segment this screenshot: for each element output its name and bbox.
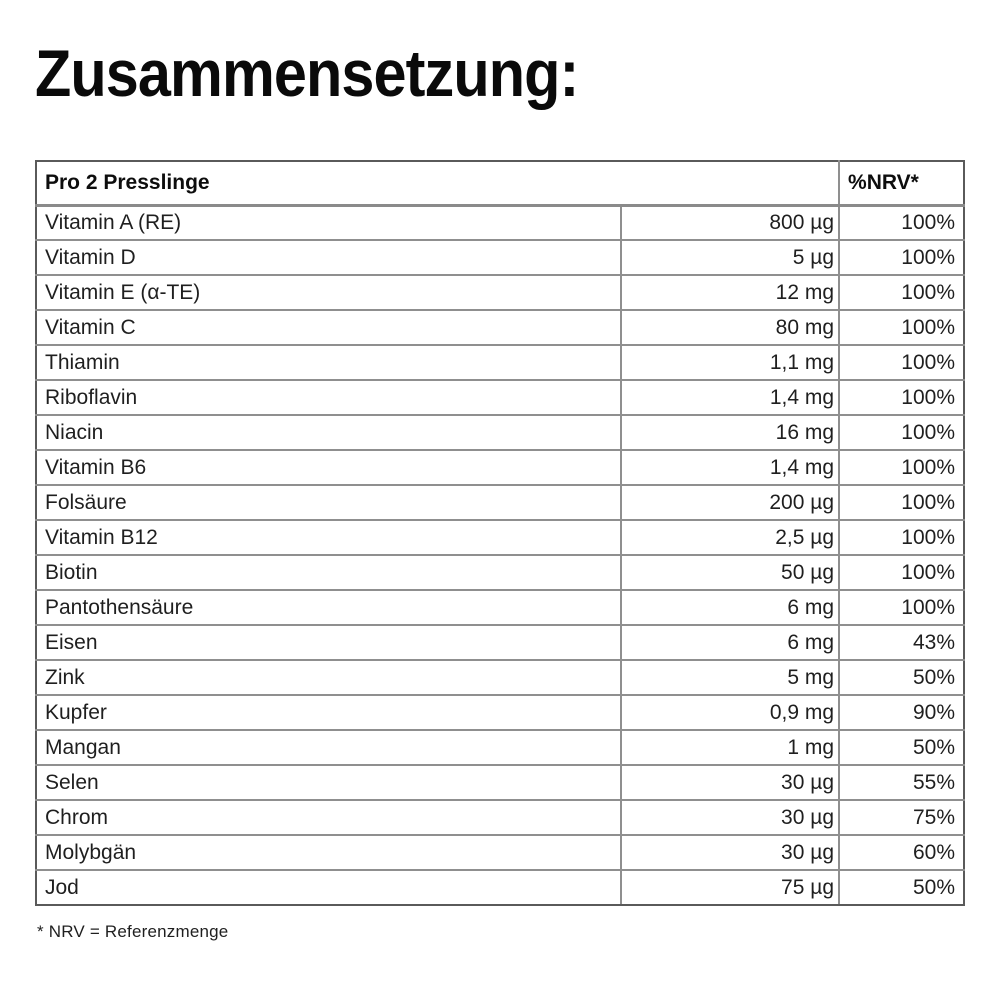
nutrient-amount: 1,1 mg xyxy=(619,344,841,381)
nutrient-amount: 12 mg xyxy=(619,274,841,311)
nutrient-amount: 5 mg xyxy=(619,659,841,696)
table-row: Chrom 30 µg 75% xyxy=(35,799,966,836)
nutrient-name: Vitamin B6 xyxy=(35,449,622,486)
nutrient-amount: 75 µg xyxy=(619,869,841,906)
nutrient-nrv: 50% xyxy=(838,729,966,766)
nutrient-nrv: 100% xyxy=(838,204,966,241)
table-row: Eisen 6 mg 43% xyxy=(35,624,966,661)
table-header-product: Pro 2 Presslinge xyxy=(34,160,841,207)
nutrient-nrv: 100% xyxy=(838,274,966,311)
table-body: Vitamin A (RE) 800 µg 100% Vitamin D 5 µ… xyxy=(35,204,966,906)
nutrient-nrv: 100% xyxy=(838,414,966,451)
nutrient-name: Chrom xyxy=(35,799,622,836)
nutrient-name: Vitamin A (RE) xyxy=(35,204,622,241)
table-row: Kupfer 0,9 mg 90% xyxy=(35,694,966,731)
nutrient-amount: 6 mg xyxy=(619,589,841,626)
page-title: Zusammensetzung: xyxy=(35,36,579,110)
nutrient-nrv: 50% xyxy=(838,869,966,906)
nutrient-amount: 50 µg xyxy=(619,554,841,591)
nutrient-name: Riboflavin xyxy=(35,379,622,416)
table-row: Vitamin E (α-TE) 12 mg 100% xyxy=(35,274,966,311)
nutrient-amount: 2,5 µg xyxy=(619,519,841,556)
composition-table: Pro 2 Presslinge %NRV* Vitamin A (RE) 80… xyxy=(34,160,966,906)
table-row: Biotin 50 µg 100% xyxy=(35,554,966,591)
nutrient-nrv: 100% xyxy=(838,554,966,591)
nutrient-nrv: 100% xyxy=(838,379,966,416)
nutrient-nrv: 100% xyxy=(838,344,966,381)
table-row: Vitamin D 5 µg 100% xyxy=(35,239,966,276)
nutrient-name: Vitamin D xyxy=(35,239,622,276)
nutrient-nrv: 100% xyxy=(838,449,966,486)
table-row: Vitamin A (RE) 800 µg 100% xyxy=(35,204,966,241)
nutrient-name: Biotin xyxy=(35,554,622,591)
nutrient-amount: 200 µg xyxy=(619,484,841,521)
nutrient-amount: 30 µg xyxy=(619,834,841,871)
nutrient-nrv: 100% xyxy=(838,239,966,276)
nutrient-amount: 6 mg xyxy=(619,624,841,661)
nutrient-name: Kupfer xyxy=(35,694,622,731)
table-row: Selen 30 µg 55% xyxy=(35,764,966,801)
nutrient-name: Mangan xyxy=(35,729,622,766)
nutrient-amount: 800 µg xyxy=(619,204,841,241)
nutrient-name: Pantothensäure xyxy=(35,589,622,626)
nutrient-name: Folsäure xyxy=(35,484,622,521)
nutrient-name: Niacin xyxy=(35,414,622,451)
nutrient-amount: 1,4 mg xyxy=(619,379,841,416)
nutrient-amount: 30 µg xyxy=(619,799,841,836)
nutrient-amount: 80 mg xyxy=(619,309,841,346)
table-row: Molybgän 30 µg 60% xyxy=(35,834,966,871)
nutrient-amount: 1 mg xyxy=(619,729,841,766)
nutrient-nrv: 55% xyxy=(838,764,966,801)
nutrient-nrv: 90% xyxy=(838,694,966,731)
table-row: Vitamin B12 2,5 µg 100% xyxy=(35,519,966,556)
nutrient-name: Vitamin E (α-TE) xyxy=(35,274,622,311)
table-row: Vitamin B6 1,4 mg 100% xyxy=(35,449,966,486)
nutrient-amount: 1,4 mg xyxy=(619,449,841,486)
nutrient-amount: 5 µg xyxy=(619,239,841,276)
nutrient-name: Zink xyxy=(35,659,622,696)
table-header-nrv: %NRV* xyxy=(838,160,966,207)
nutrient-name: Molybgän xyxy=(35,834,622,871)
table-row: Niacin 16 mg 100% xyxy=(35,414,966,451)
nutrient-name: Selen xyxy=(35,764,622,801)
table-row: Mangan 1 mg 50% xyxy=(35,729,966,766)
nutrient-amount: 30 µg xyxy=(619,764,841,801)
table-row: Zink 5 mg 50% xyxy=(35,659,966,696)
table-header-row: Pro 2 Presslinge %NRV* xyxy=(34,160,966,207)
nutrient-name: Vitamin B12 xyxy=(35,519,622,556)
nutrient-amount: 0,9 mg xyxy=(619,694,841,731)
table-row: Thiamin 1,1 mg 100% xyxy=(35,344,966,381)
nutrient-name: Thiamin xyxy=(35,344,622,381)
nutrient-nrv: 100% xyxy=(838,519,966,556)
nutrient-nrv: 43% xyxy=(838,624,966,661)
table-row: Folsäure 200 µg 100% xyxy=(35,484,966,521)
nrv-footnote: * NRV = Referenzmenge xyxy=(37,922,229,941)
nutrient-nrv: 100% xyxy=(838,309,966,346)
table-row: Jod 75 µg 50% xyxy=(35,869,966,906)
nutrient-nrv: 50% xyxy=(838,659,966,696)
table-header: Pro 2 Presslinge %NRV* xyxy=(34,160,966,207)
table-row: Vitamin C 80 mg 100% xyxy=(35,309,966,346)
nutrient-nrv: 75% xyxy=(838,799,966,836)
nutrient-amount: 16 mg xyxy=(619,414,841,451)
nutrient-name: Vitamin C xyxy=(35,309,622,346)
table-row: Pantothensäure 6 mg 100% xyxy=(35,589,966,626)
nutrient-nrv: 60% xyxy=(838,834,966,871)
nutrient-name: Jod xyxy=(35,869,622,906)
nutrient-nrv: 100% xyxy=(838,589,966,626)
table-row: Riboflavin 1,4 mg 100% xyxy=(35,379,966,416)
nutrient-nrv: 100% xyxy=(838,484,966,521)
nutrient-name: Eisen xyxy=(35,624,622,661)
